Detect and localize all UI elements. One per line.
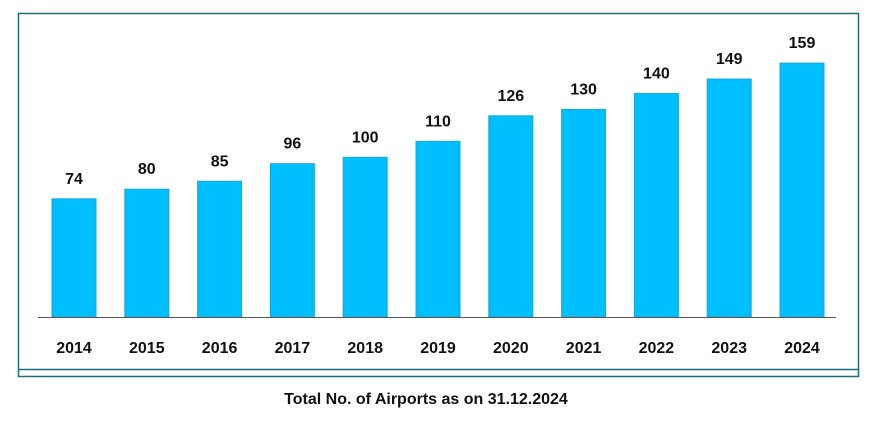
bar-2022 xyxy=(633,92,679,318)
bar-2021 xyxy=(561,108,607,318)
data-label-2024: 159 xyxy=(789,35,816,52)
bar-2015 xyxy=(124,188,170,318)
bar-2017 xyxy=(269,163,315,318)
bar-2014 xyxy=(51,198,97,318)
data-label-2023: 149 xyxy=(716,51,743,68)
bar-2018 xyxy=(342,156,388,318)
x-tick-label-2020: 2020 xyxy=(493,340,529,357)
x-tick-label-2024: 2024 xyxy=(784,340,820,357)
x-tick-label-2014: 2014 xyxy=(56,340,92,357)
data-label-2016: 85 xyxy=(211,153,229,170)
data-label-2015: 80 xyxy=(138,161,156,178)
data-label-2019: 110 xyxy=(425,113,451,130)
data-label-2020: 126 xyxy=(497,88,524,105)
x-tick-label-2019: 2019 xyxy=(420,340,456,357)
bar-2020 xyxy=(488,115,534,318)
bar-2016 xyxy=(197,180,243,318)
data-label-2022: 140 xyxy=(643,65,670,82)
x-tick-label-2018: 2018 xyxy=(347,340,383,357)
x-tick-label-2021: 2021 xyxy=(566,340,602,357)
bar-2023 xyxy=(706,78,752,318)
x-tick-label-2017: 2017 xyxy=(275,340,311,357)
x-tick-label-2015: 2015 xyxy=(129,340,165,357)
chart-title: Total No. of Airports as on 31.12.2024 xyxy=(284,391,568,408)
x-tick-label-2022: 2022 xyxy=(639,340,675,357)
x-tick-label-2016: 2016 xyxy=(202,340,238,357)
bar-2024 xyxy=(779,62,825,318)
bar-2019 xyxy=(415,140,461,318)
data-label-2018: 100 xyxy=(352,129,379,146)
data-label-2021: 130 xyxy=(570,81,597,98)
x-tick-label-2023: 2023 xyxy=(711,340,747,357)
data-label-2017: 96 xyxy=(284,136,302,153)
data-label-2014: 74 xyxy=(65,171,83,188)
